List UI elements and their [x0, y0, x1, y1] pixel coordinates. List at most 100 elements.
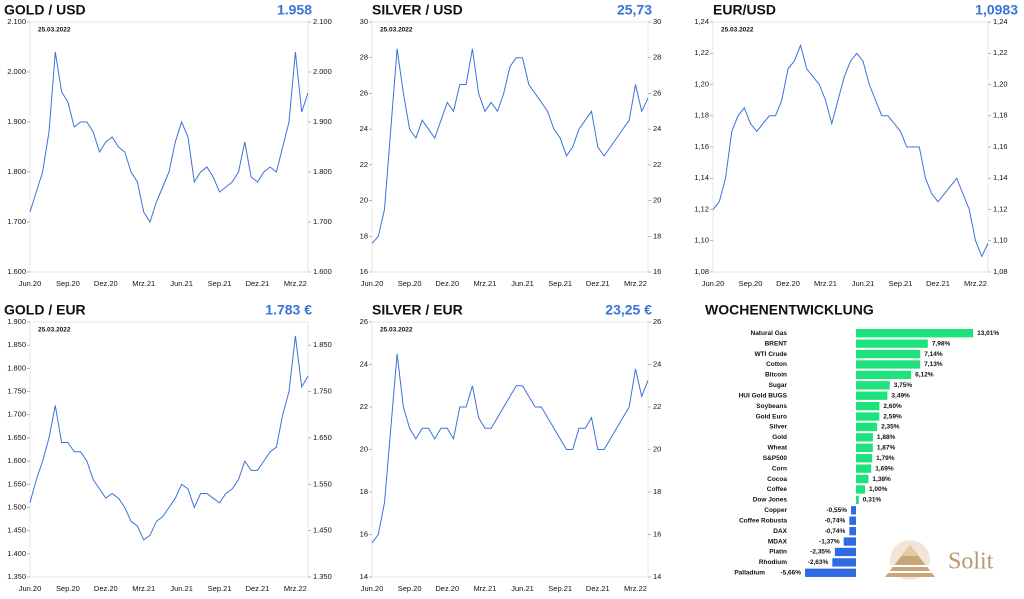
y-tick-label: 1.700 [7, 410, 26, 419]
x-tick-label: Jun.20 [19, 279, 42, 288]
x-tick-label: Mrz.22 [284, 279, 307, 288]
plot-frame [29, 21, 309, 273]
y-tick-label: 1.750 [7, 387, 26, 396]
category-label: WTI Crude [755, 351, 788, 358]
x-tick-label: Mrz.22 [964, 279, 987, 288]
category-label: Silver [769, 424, 787, 431]
y2-tick-label: 24 [653, 124, 661, 133]
headline-value: 1.958 [277, 2, 312, 18]
y-tick-label: 22 [360, 160, 368, 169]
x-tick-label: Jun.21 [511, 279, 534, 288]
chart-title: GOLD / USD [4, 2, 86, 18]
bar [851, 506, 856, 515]
y2-tick-label: 1.450 [313, 526, 332, 535]
value-label: 2,60% [883, 403, 902, 410]
x-tick-label: Mrz.21 [473, 584, 496, 593]
category-label: Soybeans [756, 403, 787, 410]
x-tick-label: Mrz.21 [814, 279, 837, 288]
value-label: 7,14% [924, 351, 943, 358]
y2-tick-label: 1.650 [313, 433, 332, 442]
category-label: Rhodium [759, 559, 787, 566]
date-annotation: 25.03.2022 [380, 327, 413, 334]
y-tick-label: 1,16 [694, 142, 709, 151]
headline-value: 23,25 € [605, 302, 652, 318]
y2-tick-label: 1,24 [993, 17, 1008, 26]
y2-tick-label: 28 [653, 53, 661, 62]
x-tick-label: Jun.20 [702, 279, 725, 288]
category-label: MDAX [768, 538, 788, 545]
y-tick-label: 20 [360, 444, 368, 453]
bar [856, 381, 890, 390]
x-tick-label: Dez.20 [776, 279, 800, 288]
y2-tick-label: 22 [653, 160, 661, 169]
y-tick-label: 1,08 [694, 267, 709, 276]
y-tick-label: 1.400 [7, 549, 26, 558]
y2-tick-label: 18 [653, 487, 661, 496]
y-tick-label: 1.600 [7, 456, 26, 465]
x-tick-label: Sep.20 [739, 279, 763, 288]
chart-title: WOCHENENTWICKLUNG [705, 302, 874, 318]
y2-tick-label: 1,20 [993, 79, 1008, 88]
category-label: Bitcoin [765, 372, 787, 379]
x-tick-label: Sep.21 [889, 279, 913, 288]
bar [856, 360, 921, 369]
x-tick-label: Dez.21 [246, 584, 270, 593]
y2-tick-label: 1.550 [313, 479, 332, 488]
price-line [371, 48, 649, 244]
bar [832, 558, 856, 567]
x-tick-label: Dez.20 [94, 279, 118, 288]
date-annotation: 25.03.2022 [380, 27, 413, 34]
bar [834, 547, 856, 557]
bar [856, 401, 880, 411]
y-tick-label: 1,12 [694, 204, 709, 213]
value-label: -2,35% [810, 549, 831, 556]
y-tick-label: 1,18 [694, 111, 709, 120]
x-tick-label: Sep.21 [208, 584, 232, 593]
y-tick-label: 1,22 [694, 48, 709, 57]
date-annotation: 25.03.2022 [721, 27, 754, 34]
category-label: Cocoa [767, 476, 787, 483]
value-label: 1,88% [877, 434, 896, 441]
value-label: -0,55% [826, 507, 847, 514]
y2-tick-label: 26 [653, 317, 661, 326]
y-tick-label: 1.700 [7, 217, 26, 226]
bar [856, 329, 974, 338]
bar [856, 412, 880, 421]
bar [849, 526, 856, 536]
chart-title: GOLD / EUR [4, 302, 86, 318]
x-tick-label: Dez.21 [586, 279, 610, 288]
y-tick-label: 1.550 [7, 479, 26, 488]
value-label: 3,75% [894, 382, 913, 389]
y-tick-label: 14 [360, 572, 368, 581]
y-tick-label: 28 [360, 53, 368, 62]
value-label: 13,01% [977, 330, 999, 337]
y2-tick-label: 24 [653, 359, 661, 368]
y-tick-label: 1,24 [694, 17, 709, 26]
y2-tick-label: 1.350 [313, 572, 332, 581]
x-tick-label: Dez.20 [435, 279, 459, 288]
y-tick-label: 26 [360, 317, 368, 326]
value-label: 1,00% [869, 486, 888, 493]
bar [856, 485, 865, 494]
y2-tick-label: 20 [653, 196, 661, 205]
y-tick-label: 24 [360, 359, 368, 368]
y-tick-label: 1.800 [7, 363, 26, 372]
value-label: 1,69% [875, 465, 894, 472]
y-tick-label: 1,20 [694, 79, 709, 88]
category-label: Wheat [768, 445, 788, 452]
bar [856, 495, 859, 505]
category-label: Dow Jones [753, 497, 788, 504]
x-tick-label: Jun.21 [170, 584, 193, 593]
x-tick-label: Dez.20 [94, 584, 118, 593]
bar [856, 474, 869, 484]
x-tick-label: Sep.20 [56, 584, 80, 593]
value-label: 6,12% [915, 372, 934, 379]
x-tick-label: Mrz.21 [132, 279, 155, 288]
y2-tick-label: 30 [653, 17, 661, 26]
bar [856, 443, 873, 452]
bar [856, 454, 873, 463]
y2-tick-label: 1,14 [993, 173, 1008, 182]
x-tick-label: Mrz.21 [473, 279, 496, 288]
y2-tick-label: 1.750 [313, 387, 332, 396]
value-label: 1,38% [872, 476, 891, 483]
